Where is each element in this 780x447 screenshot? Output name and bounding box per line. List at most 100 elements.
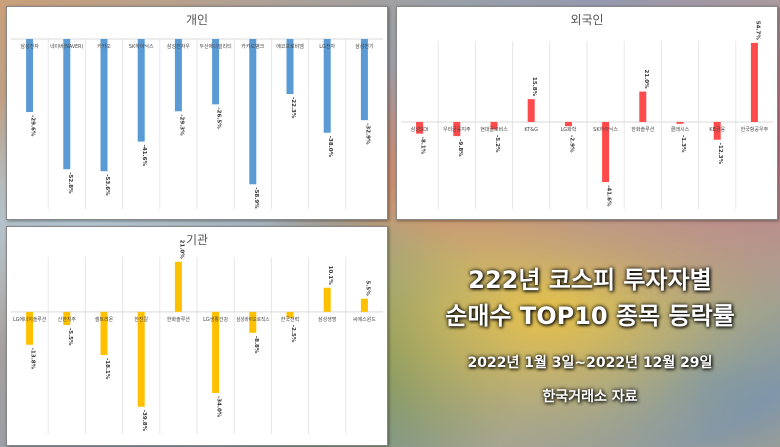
category-label: SK하이닉스 [129, 43, 154, 50]
category-label: 카카오뱅크 [241, 43, 264, 50]
category-label: LG화학 [560, 126, 576, 133]
bar [676, 121, 684, 124]
chart-title: 기관 [185, 233, 209, 247]
bar [249, 311, 257, 333]
data-label: -41.6% [141, 145, 147, 167]
data-label: -9.8% [457, 139, 463, 157]
bar [249, 39, 257, 185]
category-label: 클래시스 [671, 126, 690, 133]
bar [286, 311, 294, 318]
bar [63, 311, 71, 325]
bar [564, 121, 572, 127]
data-label: -5.5% [67, 328, 73, 346]
headline-line1: 222년 코스피 투자자별 [468, 266, 712, 294]
data-label: -29.3% [178, 114, 184, 136]
bar [360, 298, 368, 312]
bar [490, 121, 498, 130]
data-label: -2.9% [568, 135, 574, 153]
bar-chart-svg: LG에너지솔루션 -13.8% 신한지주 -5.5% 셀트리온 -18.1% 한진칼 -39.… [11, 240, 383, 434]
data-label: 21.0% [643, 70, 649, 90]
bar [527, 99, 535, 122]
data-label: -38.0% [327, 136, 333, 158]
category-label: 한국항공우주 [741, 126, 769, 133]
bar [212, 311, 220, 393]
category-label: 삼성전기 [355, 43, 373, 50]
category-label: 한화솔루션 [631, 126, 654, 133]
category-label: KB금융 [709, 127, 725, 133]
data-label: 10.1% [327, 266, 333, 286]
data-label: -5.2% [494, 135, 500, 153]
data-label: -8.8% [253, 336, 259, 354]
bar [26, 311, 34, 345]
bar [100, 39, 108, 172]
data-label: -1.3% [680, 135, 686, 153]
category-label: 한국전력 [281, 316, 299, 323]
category-label: LG에너지솔루션 [13, 316, 47, 323]
category-label: 삼성바이오로직스 [236, 316, 270, 323]
category-label: 삼성SDI [411, 126, 429, 133]
category-label: SK하이닉스 [593, 126, 618, 133]
category-label: 카카오 [97, 43, 111, 50]
bar [713, 121, 721, 140]
category-label: 씨에스윈드 [353, 316, 376, 323]
headline-line2: 순매수 TOP10 종목 등락률 [445, 302, 735, 330]
category-label: 삼성생명 [318, 316, 336, 323]
data-label: -32.9% [364, 123, 370, 145]
data-label: -41.6% [606, 185, 612, 207]
data-label: -18.1% [104, 358, 110, 380]
data-label: 54.7% [754, 21, 760, 41]
category-label: 한진칼 [134, 316, 148, 323]
source: 한국거래소 자료 [542, 389, 638, 405]
category-label: 현대글로비스 [480, 126, 508, 133]
bar-chart-svg: 삼성SDI -8.1% 우리금융지주 -9.8% 현대글로비스 -5.2% KT&G 15.8… [401, 21, 773, 209]
category-label: 셀트리온 [95, 316, 114, 323]
bar [602, 121, 610, 183]
chart-title: 개인 [185, 13, 209, 27]
category-label: LG생활건강 [203, 316, 228, 323]
category-label: 에코프로비엠 [276, 43, 304, 50]
data-label: 21.0% [178, 240, 184, 260]
chart-foreign: 외국인 삼성SDI -8.1% 우리금융지주 -9.8% 현대글로비스 -5.2% KT&G… [396, 6, 778, 220]
bar [323, 287, 331, 312]
data-label: -13.8% [30, 348, 36, 370]
data-label: -8.1% [420, 137, 426, 155]
category-label: LG전자 [319, 43, 335, 50]
data-label: -53.6% [104, 174, 110, 196]
bar [26, 39, 34, 113]
data-label: 15.8% [531, 77, 537, 97]
bar [212, 39, 220, 105]
category-label: 신한지주 [58, 316, 77, 323]
data-label: -39.8% [141, 410, 147, 432]
bar-chart-svg: 삼성전자 -29.6% 네이버(NAVER) -52.8% 카카오 -53.6% SK하이닉… [11, 38, 383, 209]
data-label: 5.5% [364, 280, 370, 296]
category-label: 한화솔루션 [167, 316, 190, 323]
data-label: -2.5% [290, 325, 296, 343]
bar [416, 121, 424, 134]
category-label: 우리금융지주 [443, 126, 471, 133]
data-label: -58.9% [253, 187, 259, 209]
bar [63, 39, 71, 170]
data-label: -52.8% [67, 172, 73, 194]
data-label: -34.0% [216, 396, 222, 418]
category-label: 네이버(NAVER) [50, 43, 83, 50]
chart-title: 외국인 [570, 13, 604, 27]
data-label: -12.3% [717, 143, 723, 165]
chart-institution: 기관 LG에너지솔루션 -13.8% 신한지주 -5.5% 셀트리온 -18.1% 한진칼 -… [6, 226, 388, 446]
category-label: 두산에너빌리티 [199, 43, 231, 50]
bar [639, 91, 647, 122]
bar [286, 39, 294, 95]
category-label: KT&G [524, 127, 538, 133]
bar [174, 261, 182, 312]
bar [453, 121, 461, 137]
bar [137, 311, 145, 407]
bar [174, 39, 182, 112]
category-label: 삼성전자 [20, 43, 39, 50]
bar [360, 39, 368, 121]
bar [100, 311, 108, 356]
chart-individual: 개인 삼성전자 -29.6% 네이버(NAVER) -52.8% 카카오 -53.6% SK… [6, 6, 388, 220]
bar [137, 39, 145, 142]
category-label: 삼성전자우 [167, 43, 190, 50]
data-label: -22.3% [290, 97, 296, 119]
data-label: -26.5% [216, 107, 222, 129]
bar [750, 42, 758, 122]
